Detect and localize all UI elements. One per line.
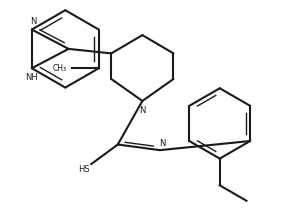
Text: N: N [160,139,166,148]
Text: N: N [139,106,146,115]
Text: CH₃: CH₃ [52,64,67,73]
Text: NH: NH [25,73,38,82]
Text: HS: HS [78,165,90,174]
Text: N: N [30,17,36,26]
